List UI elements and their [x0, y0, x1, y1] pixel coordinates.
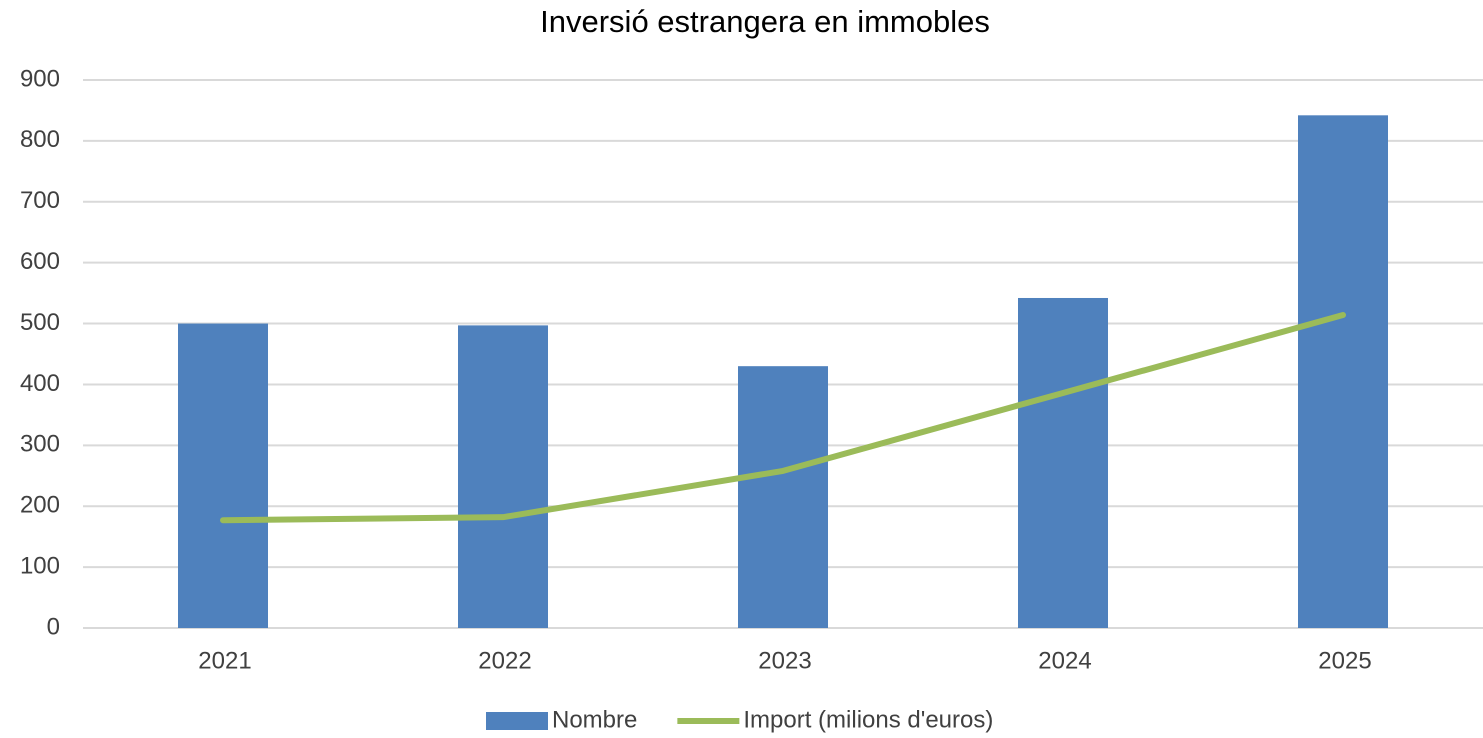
x-tick-label: 2022: [478, 647, 531, 674]
bar: [1298, 115, 1388, 628]
chart-title: Inversió estrangera en immobles: [540, 4, 990, 39]
legend-label: Import (milions d'euros): [743, 706, 993, 733]
y-tick-label: 700: [20, 187, 60, 214]
bar: [178, 323, 268, 628]
x-tick-label: 2025: [1318, 647, 1371, 674]
bar: [1018, 297, 1108, 628]
y-tick-label: 100: [20, 552, 60, 579]
y-tick-label: 500: [20, 309, 60, 336]
bar: [458, 325, 548, 628]
y-tick-label: 200: [20, 492, 60, 519]
legend-swatch: [486, 712, 548, 730]
y-tick-label: 900: [20, 65, 60, 92]
legend-label: Nombre: [552, 706, 637, 733]
x-tick-label: 2021: [198, 647, 251, 674]
x-tick-label: 2024: [1038, 647, 1091, 674]
y-tick-label: 600: [20, 248, 60, 275]
y-tick-label: 0: [47, 613, 60, 640]
y-tick-label: 800: [20, 126, 60, 153]
y-tick-label: 400: [20, 370, 60, 397]
line: [220, 312, 1346, 524]
y-tick-label: 300: [20, 431, 60, 458]
x-tick-label: 2023: [758, 647, 811, 674]
bar: [738, 366, 828, 628]
